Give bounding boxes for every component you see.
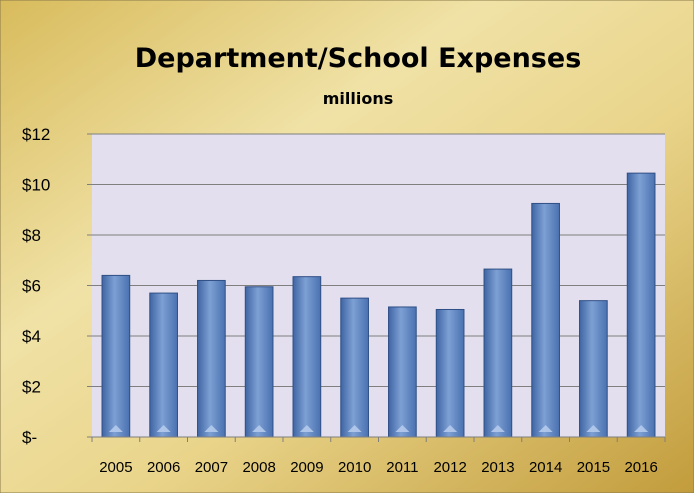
x-tick-label: 2014: [529, 459, 562, 476]
chart-title: Department/School Expenses: [135, 43, 582, 74]
y-tick-label: $8: [22, 226, 41, 245]
bar-highlight: [443, 425, 458, 432]
bar-2010: [340, 297, 369, 438]
x-tick-label: 2008: [242, 459, 275, 476]
y-tick-label: $4: [22, 327, 41, 346]
gridlines: [92, 133, 665, 387]
bar-highlight: [634, 425, 649, 432]
bar-2005: [101, 274, 131, 438]
x-tick-label: 2007: [195, 459, 228, 476]
bar-2016: [626, 172, 656, 438]
bar-2011: [388, 306, 417, 438]
bar-2013: [483, 268, 513, 438]
x-tick-label: 2013: [481, 459, 514, 476]
bar-2007: [197, 279, 226, 438]
y-tick-label: $12: [22, 125, 50, 144]
chart-subtitle: millions: [323, 89, 394, 108]
x-tick-label: 2010: [338, 459, 371, 476]
y-tick-label: $10: [22, 176, 50, 195]
bars-group: [101, 172, 656, 438]
x-axis-ticks: 2005 2006 2007 2008 2009 2010 2011 2012 2013 2014…: [91, 437, 666, 476]
x-tick-label: 2016: [624, 459, 657, 476]
bar-highlight: [204, 425, 219, 432]
x-tick-label: 2012: [433, 459, 466, 476]
bar-2006: [149, 292, 178, 438]
y-axis-ticks: $- $2 $4 $6 $8 $10 $12: [22, 125, 92, 447]
bar-2012: [435, 308, 465, 438]
bar-highlight: [395, 425, 410, 432]
x-tick-label: 2006: [147, 459, 180, 476]
bar-highlight: [252, 425, 267, 432]
x-tick-label: 2009: [290, 459, 323, 476]
y-tick-label: $-: [22, 428, 37, 447]
x-tick-label: 2005: [99, 459, 132, 476]
bar-2008: [244, 286, 274, 438]
y-tick-label: $2: [22, 378, 41, 397]
bar-2015: [579, 300, 608, 438]
bar-highlight: [108, 425, 123, 432]
bar-highlight: [347, 425, 362, 432]
x-tick-label: 2015: [577, 459, 610, 476]
bar-highlight: [299, 425, 314, 432]
bar-highlight: [586, 425, 601, 432]
x-tick-label: 2011: [386, 459, 418, 476]
bar-highlight: [538, 425, 553, 432]
bar-highlight: [490, 425, 505, 432]
bar-2009: [292, 276, 322, 438]
bar-highlight: [156, 425, 171, 432]
bar-2014: [531, 202, 560, 438]
y-tick-label: $6: [22, 277, 41, 296]
